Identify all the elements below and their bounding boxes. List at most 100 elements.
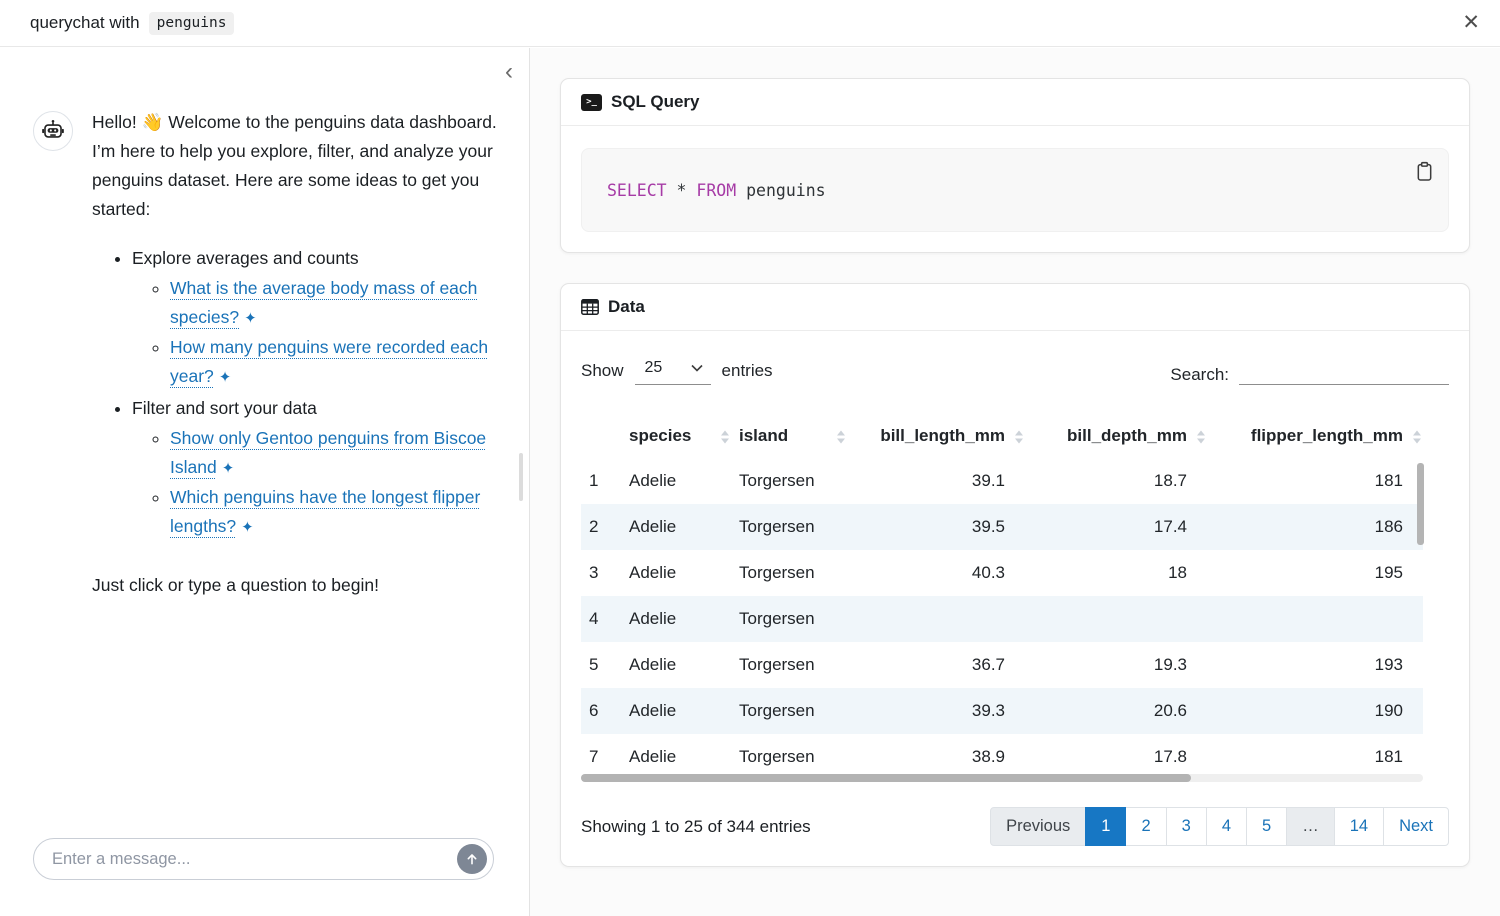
column-header-island[interactable]: island xyxy=(731,415,847,458)
cell-rownum: 6 xyxy=(589,701,599,720)
table-row[interactable]: 5 Adelie Torgersen 36.7 19.3 193 xyxy=(581,642,1423,688)
suggestion-link-longest-flippers[interactable]: Which penguins have the longest flipper … xyxy=(170,487,481,536)
table-row[interactable]: 3 Adelie Torgersen 40.3 18 195 xyxy=(581,550,1423,596)
pagination-page-4[interactable]: 4 xyxy=(1205,807,1248,846)
pagination-page-2[interactable]: 2 xyxy=(1125,807,1167,846)
cell-bill-depth xyxy=(1025,596,1207,642)
table-row[interactable]: 1 Adelie Torgersen 39.1 18.7 181 xyxy=(581,458,1423,504)
table-row[interactable]: 4 Adelie Torgersen xyxy=(581,596,1423,642)
column-label: species xyxy=(629,426,692,445)
pagination-page-3[interactable]: 3 xyxy=(1165,807,1207,846)
cell-rownum: 4 xyxy=(589,609,599,628)
entries-label: entries xyxy=(721,361,773,380)
cell-island: Torgersen xyxy=(739,517,815,536)
cell-species: Adelie xyxy=(629,747,677,766)
cell-bill-depth: 17.4 xyxy=(1153,517,1187,536)
column-label: bill_length_mm xyxy=(880,426,1005,445)
search-input[interactable] xyxy=(1239,359,1449,385)
search-label: Search: xyxy=(1170,365,1229,384)
cell-flipper-length: 181 xyxy=(1374,471,1403,490)
sql-query-card-title: SQL Query xyxy=(611,92,700,111)
cell-species: Adelie xyxy=(629,517,677,536)
send-button[interactable] xyxy=(457,844,487,874)
cell-island: Torgersen xyxy=(739,471,815,490)
close-icon[interactable]: ✕ xyxy=(1458,8,1484,37)
cell-species: Adelie xyxy=(629,655,677,674)
greeting-text-rest: Welcome to the penguins data dashboard. … xyxy=(92,112,497,219)
data-card-title: Data xyxy=(608,297,645,316)
pagination-previous-button[interactable]: Previous xyxy=(990,807,1087,846)
table-row[interactable]: 7 Adelie Torgersen 38.9 17.8 181 xyxy=(581,734,1423,780)
greeting-text: Hello! xyxy=(92,112,137,132)
idea-list: Explore averages and counts What is the … xyxy=(92,244,501,542)
assistant-message-body: Hello! 👋 Welcome to the penguins data da… xyxy=(92,108,501,600)
cell-flipper-length: 190 xyxy=(1374,701,1403,720)
cell-island: Torgersen xyxy=(739,609,815,628)
column-header-bill-depth[interactable]: bill_depth_mm xyxy=(1025,415,1207,458)
sql-keyword-select: SELECT xyxy=(607,180,667,200)
column-header-flipper-length[interactable]: flipper_length_mm xyxy=(1207,415,1423,458)
sparkle-icon: ✦ xyxy=(241,519,254,536)
cell-rownum: 3 xyxy=(589,563,599,582)
cell-bill-depth: 20.6 xyxy=(1153,701,1187,720)
column-header-species[interactable]: species xyxy=(621,415,731,458)
sql-query-card-body: SELECT * FROM penguins xyxy=(561,126,1469,252)
sql-code: SELECT * FROM penguins xyxy=(607,181,826,200)
sidebar-collapse-icon[interactable]: ‹ xyxy=(505,58,513,85)
sparkle-icon: ✦ xyxy=(244,310,257,327)
title-text: querychat with xyxy=(30,13,140,32)
data-card-header: Data xyxy=(561,284,1469,331)
pagination: Previous 1 2 3 4 5 … 14 Next xyxy=(990,807,1449,846)
page-length-value: 25 xyxy=(644,359,663,376)
suggestion-item: Show only Gentoo penguins from Biscoe Is… xyxy=(170,424,501,483)
pagination-ellipsis: … xyxy=(1286,807,1335,846)
cell-island: Torgersen xyxy=(739,747,815,766)
sort-arrows-icon xyxy=(1197,430,1205,443)
app-header: querychat with penguins ✕ xyxy=(0,0,1500,47)
chat-sidebar: ‹ Hello! 👋 Welcome to the penguins data … xyxy=(0,48,530,916)
suggestion-item: What is the average body mass of each sp… xyxy=(170,274,501,333)
pagination-page-5[interactable]: 5 xyxy=(1246,807,1288,846)
cell-rownum: 2 xyxy=(589,517,599,536)
table-info: Showing 1 to 25 of 344 entries xyxy=(581,816,811,836)
sidebar-scrollbar[interactable] xyxy=(519,453,523,501)
suggestion-link-gentoo-biscoe[interactable]: Show only Gentoo penguins from Biscoe Is… xyxy=(170,428,487,477)
suggestion-link-body-mass[interactable]: What is the average body mass of each sp… xyxy=(170,278,478,327)
assistant-message: Hello! 👋 Welcome to the penguins data da… xyxy=(33,108,501,600)
table-row[interactable]: 6 Adelie Torgersen 39.3 20.6 190 xyxy=(581,688,1423,734)
pagination-next-button[interactable]: Next xyxy=(1383,807,1449,846)
cell-bill-length xyxy=(847,596,1025,642)
cell-flipper-length xyxy=(1207,596,1423,642)
table-vertical-scrollbar[interactable] xyxy=(1417,463,1424,545)
greeting-paragraph: Hello! 👋 Welcome to the penguins data da… xyxy=(92,108,501,224)
table-controls: Show 25 entries Search: xyxy=(581,357,1449,385)
sparkle-icon: ✦ xyxy=(218,369,232,386)
suggestion-item: How many penguins were recorded each yea… xyxy=(170,333,501,392)
idea-section: Filter and sort your data Show only Gent… xyxy=(132,394,501,542)
data-card-body: Show 25 entries Search: xyxy=(561,331,1469,866)
column-label: bill_depth_mm xyxy=(1067,426,1187,445)
column-header-bill-length[interactable]: bill_length_mm xyxy=(847,415,1025,458)
pagination-page-1[interactable]: 1 xyxy=(1085,807,1127,846)
page-length-select[interactable]: 25 xyxy=(634,357,711,385)
page-length-control: Show 25 entries xyxy=(581,357,773,385)
sql-keyword-from: FROM xyxy=(696,180,737,200)
copy-to-clipboard-button[interactable] xyxy=(1413,159,1436,188)
chat-message-input[interactable] xyxy=(52,849,457,869)
cell-rownum: 7 xyxy=(589,747,599,766)
table-horizontal-scrollbar-thumb[interactable] xyxy=(581,774,1191,782)
search-control: Search: xyxy=(1170,359,1449,385)
cell-flipper-length: 195 xyxy=(1374,563,1403,582)
sparkle-icon: ✦ xyxy=(221,460,235,477)
sort-arrows-icon xyxy=(1015,430,1023,443)
cell-rownum: 5 xyxy=(589,655,599,674)
show-label: Show xyxy=(581,361,624,380)
table-row[interactable]: 2 Adelie Torgersen 39.5 17.4 186 xyxy=(581,504,1423,550)
table-horizontal-scrollbar-track[interactable] xyxy=(581,774,1423,782)
suggestion-link-penguins-per-year[interactable]: How many penguins were recorded each yea… xyxy=(170,337,489,386)
chevron-down-icon xyxy=(690,364,703,372)
idea-section-label: Explore averages and counts xyxy=(132,248,359,268)
clipboard-icon xyxy=(1417,161,1432,181)
sort-arrows-icon xyxy=(837,430,845,443)
pagination-page-14[interactable]: 14 xyxy=(1333,807,1385,846)
